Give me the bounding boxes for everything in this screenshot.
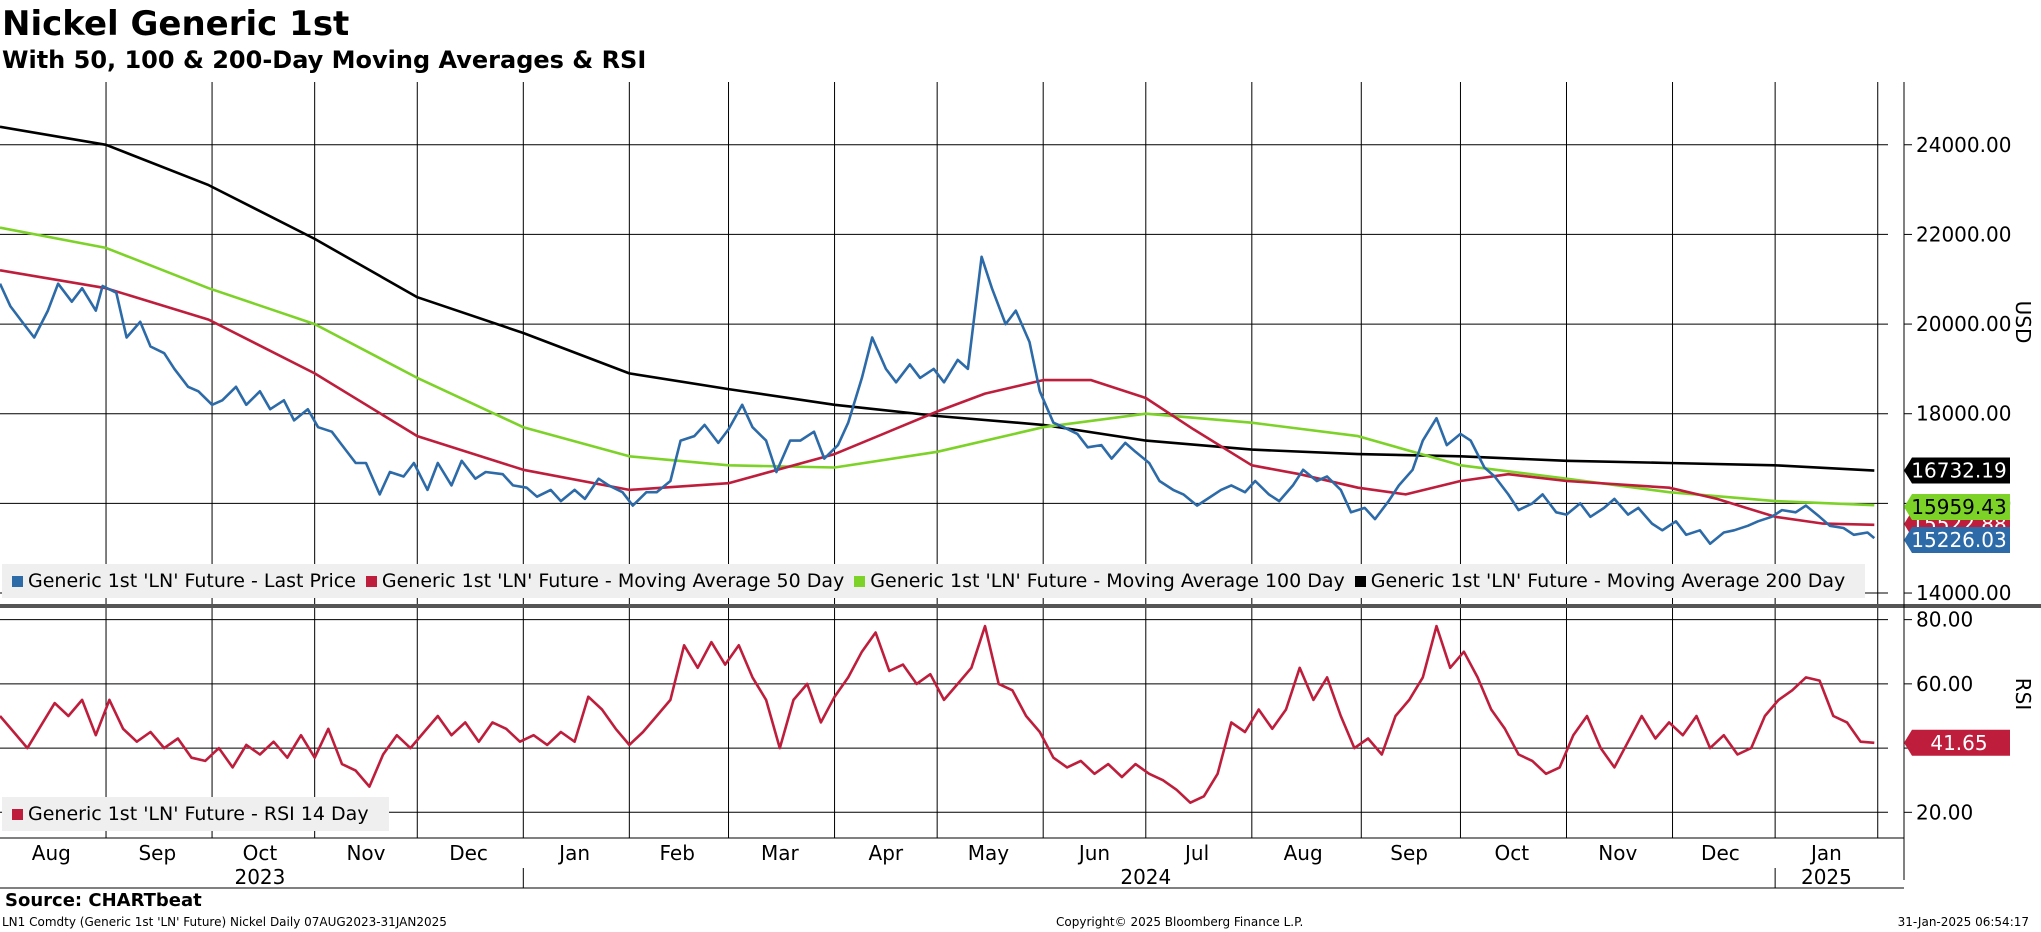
legend-swatch <box>12 809 23 820</box>
legend-entry: Generic 1st 'LN' Future - Moving Average… <box>1354 564 1846 598</box>
rsi-series-generic-1st-ln-future-rsi-14-day <box>0 624 1875 805</box>
price-y-tick-label: 22000.00 <box>1916 222 2011 246</box>
price-series-generic-1st-ln-future-last-price <box>0 255 1876 546</box>
value-tag-label: 15959.43 <box>1911 495 2006 519</box>
legend-swatch <box>854 576 866 587</box>
rsi-legend: Generic 1st 'LN' Future - RSI 14 Day <box>2 797 389 831</box>
x-tick-label-month: Nov <box>346 841 385 865</box>
legend-label: Generic 1st 'LN' Future - Moving Average… <box>1370 570 1846 592</box>
legend-swatch <box>12 576 23 587</box>
legend-label: Generic 1st 'LN' Future - Last Price <box>28 570 356 592</box>
x-tick-label-year: 2025 <box>1801 865 1852 889</box>
x-tick-label-year: 2023 <box>234 865 285 889</box>
legend-swatch <box>1354 576 1366 587</box>
chart-subtitle: With 50, 100 & 200-Day Moving Averages &… <box>2 46 647 74</box>
price-y-tick-label: 18000.00 <box>1916 402 2011 426</box>
footer-timestamp: 31-Jan-2025 06:54:17 <box>1897 915 2029 929</box>
value-tag-label: 16732.19 <box>1911 459 2006 483</box>
price-legend: Generic 1st 'LN' Future - Last Price Gene… <box>2 564 1866 598</box>
legend-swatch <box>365 576 377 587</box>
x-tick-label-month: Nov <box>1598 841 1637 865</box>
footer-ticker-info: LN1 Comdty (Generic 1st 'LN' Future) Nic… <box>2 915 447 929</box>
price-y-axis-title: USD <box>2011 301 2035 344</box>
x-tick-label-month: Jan <box>557 841 590 865</box>
x-tick-label-month: Dec <box>1701 841 1740 865</box>
x-tick-label-month: May <box>968 841 1010 865</box>
axis-layer: 14000.0016000.0018000.0020000.0022000.00… <box>0 82 2041 889</box>
legend-label: Generic 1st 'LN' Future - Moving Average… <box>381 570 845 592</box>
rsi-y-axis-title: RSI <box>2011 678 2035 711</box>
x-tick-label-month: Apr <box>869 841 904 865</box>
x-tick-label-month: Jun <box>1077 841 1110 865</box>
price-series-generic-1st-ln-future-moving-average-200-day <box>0 125 1875 472</box>
series-layer <box>0 125 1876 805</box>
value-tag-box <box>1904 729 2010 756</box>
x-tick-label-month: Aug <box>1284 841 1323 865</box>
x-tick-label-month: Oct <box>1494 841 1529 865</box>
rsi-y-tick-label: 80.00 <box>1916 608 1973 632</box>
legend-label: Generic 1st 'LN' Future - Moving Average… <box>870 570 1345 592</box>
x-tick-label-month: Oct <box>243 841 278 865</box>
x-tick-label-month: Aug <box>32 841 71 865</box>
x-tick-label-month: Mar <box>761 841 800 865</box>
legend-entry: Generic 1st 'LN' Future - Last Price <box>12 564 356 598</box>
value-tag: 15959.43 <box>1904 494 2010 520</box>
x-tick-label-year: 2024 <box>1120 865 1171 889</box>
price-series-generic-1st-ln-future-moving-average-50-day <box>0 269 1875 527</box>
x-tick-label-month: Dec <box>449 841 488 865</box>
grid-layer <box>0 82 1888 838</box>
x-tick-label-month: Jul <box>1183 841 1209 865</box>
value-tag-box <box>1904 527 2010 553</box>
x-tick-label-month: Sep <box>138 841 176 865</box>
rsi-y-tick-label: 60.00 <box>1916 672 1973 696</box>
legend-entry: Generic 1st 'LN' Future - Moving Average… <box>365 564 845 598</box>
price-series-generic-1st-ln-future-moving-average-100-day <box>0 226 1875 507</box>
footer-copyright: Copyright© 2025 Bloomberg Finance L.P. <box>1056 915 1304 929</box>
value-tag-label: 15226.03 <box>1911 528 2006 552</box>
legend-entry: Generic 1st 'LN' Future - Moving Average… <box>854 564 1345 598</box>
value-tag-box <box>1904 494 2010 520</box>
value-tag-box <box>1904 457 2010 484</box>
chart-title: Nickel Generic 1st <box>2 4 350 44</box>
value-tag-label: 41.65 <box>1930 731 1987 755</box>
rsi-y-tick-label: 20.00 <box>1916 800 1973 824</box>
x-tick-label-month: Feb <box>660 841 695 865</box>
price-y-tick-label: 14000.00 <box>1916 581 2011 605</box>
price-y-tick-label: 20000.00 <box>1916 312 2011 336</box>
value-tag: 15226.03 <box>1904 527 2010 553</box>
value-tag: 41.65 <box>1904 729 2010 756</box>
legend-entry: Generic 1st 'LN' Future - RSI 14 Day <box>12 797 369 831</box>
source-note: Source: CHARTbeat <box>5 890 202 911</box>
value-tag: 16732.19 <box>1904 457 2010 484</box>
price-y-tick-label: 24000.00 <box>1916 133 2011 157</box>
x-tick-label-month: Sep <box>1390 841 1428 865</box>
legend-label: Generic 1st 'LN' Future - RSI 14 Day <box>28 803 369 825</box>
x-tick-label-month: Jan <box>1809 841 1842 865</box>
